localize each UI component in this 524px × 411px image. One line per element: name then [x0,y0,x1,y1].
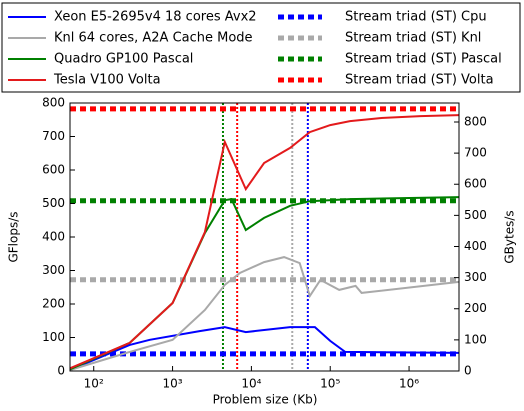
x-axis-label: Problem size (Kb) [213,393,318,407]
y2-tick-label: 700 [464,146,487,160]
x-tick-label: 10⁴ [241,377,261,391]
y-tick-label: 400 [42,230,65,244]
y-axis-label: GFlops/s [7,211,21,262]
x-tick-label: 10⁶ [399,377,419,391]
y2-tick-label: 300 [464,270,487,284]
x-tick-label: 10⁵ [320,377,340,391]
y2-axis-label: GBytes/s [503,210,517,263]
y2-tick-label: 100 [464,332,487,346]
y-tick-label: 300 [42,263,65,277]
legend-label: Xeon E5-2695v4 18 cores Avx2 [54,10,257,25]
y2-tick-label: 400 [464,239,487,253]
legend-label: Quadro GP100 Pascal [54,52,193,67]
y2-tick-label: 600 [464,177,487,191]
series-line [69,326,460,371]
y-tick-label: 700 [42,129,65,143]
y-tick-label: 800 [42,96,65,110]
x-tick-label: 10² [84,377,104,391]
y-tick-label: 500 [42,196,65,210]
series-line [69,114,460,370]
legend-label: Stream triad (ST) Knl [345,31,481,46]
y-tick-label: 0 [57,364,65,378]
legend-label: Stream triad (ST) Pascal [345,52,502,67]
legend-box [1,2,521,93]
y2-tick-label: 800 [464,114,487,128]
y2-tick-label: 500 [464,208,487,222]
y-tick-label: 100 [42,330,65,344]
y2-tick-label: 0 [464,364,472,378]
legend-label: Stream triad (ST) Volta [345,73,494,88]
legend-label: Tesla V100 Volta [53,73,161,88]
y-tick-label: 600 [42,163,65,177]
y-tick-label: 200 [42,297,65,311]
x-tick-label: 10³ [163,377,183,391]
legend-label: Knl 64 cores, A2A Cache Mode [54,31,253,46]
y2-tick-label: 200 [464,301,487,315]
series-line [69,256,460,371]
legend-label: Stream triad (ST) Cpu [345,10,487,25]
